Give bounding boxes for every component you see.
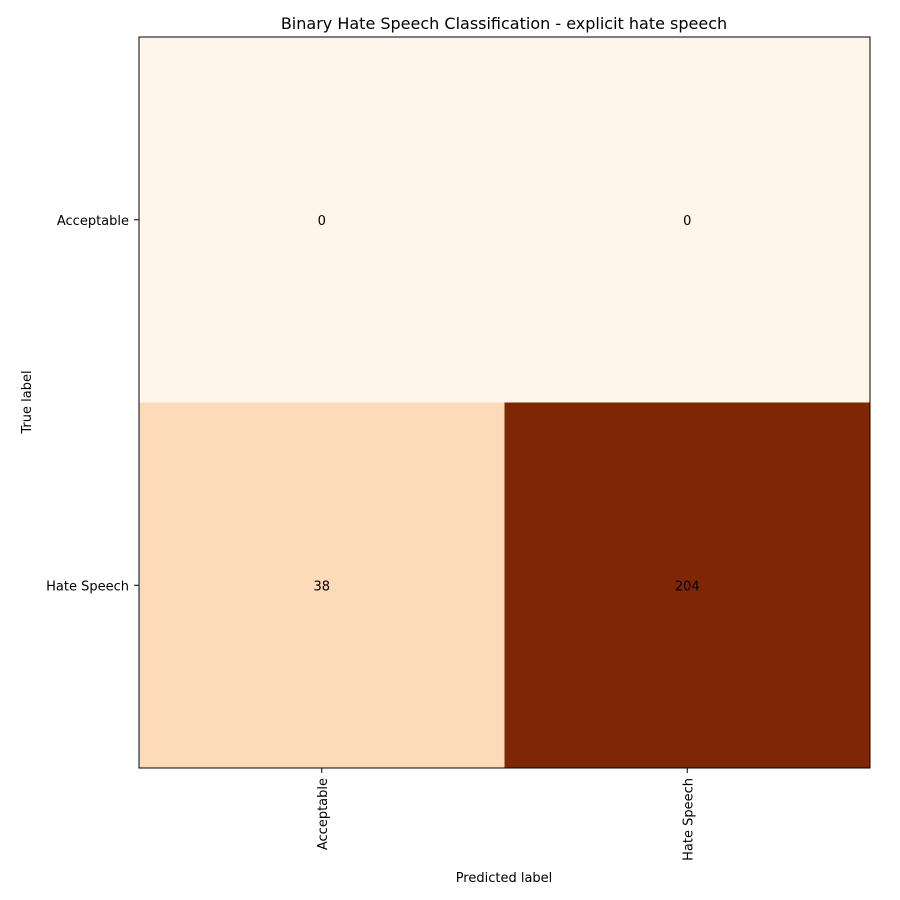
heatmap-cell [139,37,505,403]
y-tick-label: Hate Speech [46,579,129,594]
y-axis-label: True label [20,370,35,434]
x-axis-ticks: Acceptable Hate Speech [316,768,696,861]
x-tick-label: Hate Speech [681,778,696,861]
chart-title: Binary Hate Speech Classification - expl… [281,14,727,33]
heatmap-cell [139,402,505,769]
plot-frame [138,36,871,769]
y-axis-ticks: Acceptable Hate Speech [46,214,139,594]
heatmap-cell-value: 38 [313,579,330,594]
y-tick-label: Acceptable [57,214,129,229]
heatmap-cell [504,402,871,769]
heatmap-cell-value: 204 [675,579,700,594]
heatmap-cell [504,37,871,403]
heatmap-cell-value: 0 [318,214,326,229]
x-tick-label: Acceptable [316,778,331,850]
x-axis-label: Predicted label [456,871,553,886]
heatmap-cell-value: 0 [683,214,691,229]
heatmap-cell-labels: 0 0 38 204 [313,214,699,595]
heatmap-cells [139,37,871,769]
